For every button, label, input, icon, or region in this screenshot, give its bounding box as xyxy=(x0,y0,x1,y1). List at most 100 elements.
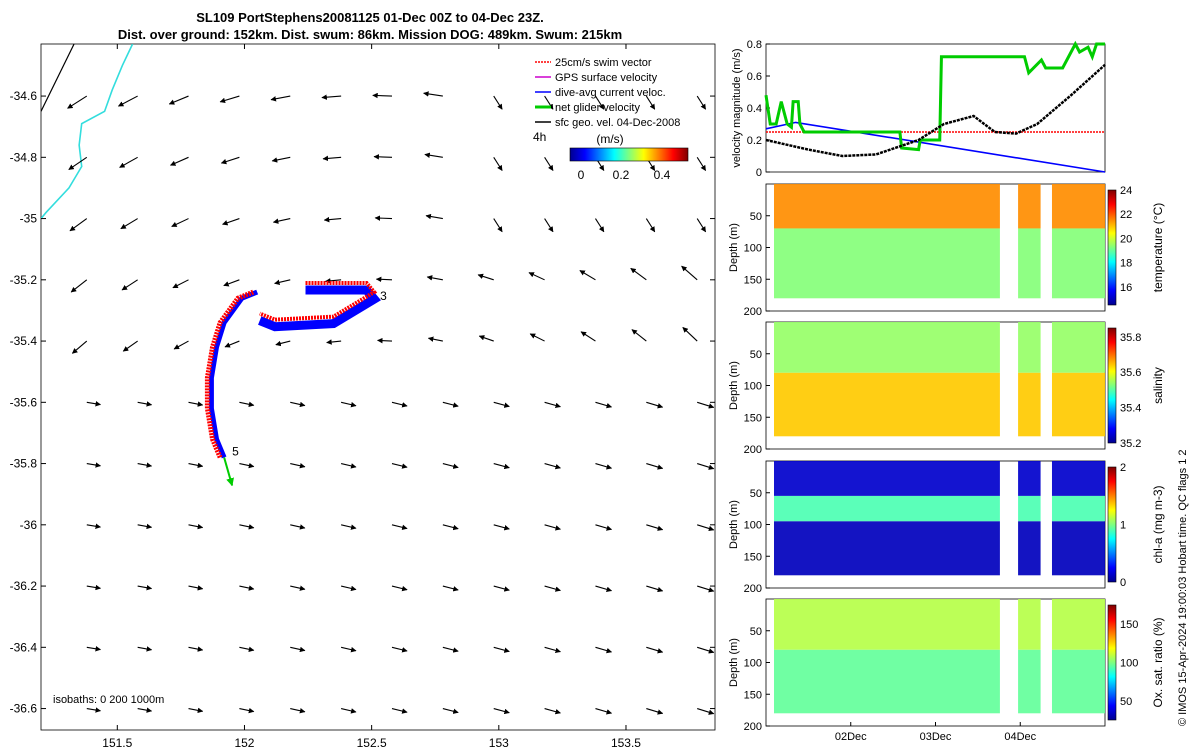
geo-velocity-arrow xyxy=(86,401,101,407)
profile-layer xyxy=(1051,461,1105,496)
map-y-tick-label: -35.4 xyxy=(10,334,38,348)
geo-velocity-arrow xyxy=(595,524,613,531)
geo-velocity-arrow xyxy=(322,155,342,162)
geo-velocity-arrow xyxy=(117,95,138,107)
profile-layer xyxy=(1018,521,1041,576)
geo-velocity-arrow xyxy=(86,707,101,713)
profile-layer xyxy=(774,461,1000,496)
map-x-tick-label: 152.5 xyxy=(357,736,387,750)
profile-layer xyxy=(774,372,1000,437)
geo-velocity-arrow xyxy=(697,401,715,409)
geo-velocity-field xyxy=(67,91,715,715)
geo-velocity-arrow xyxy=(137,707,153,713)
geo-velocity-arrow xyxy=(595,463,613,470)
map-y-tick-label: -35.8 xyxy=(10,457,38,471)
geo-velocity-arrow xyxy=(86,584,101,591)
geo-velocity-arrow xyxy=(646,708,664,715)
geo-velocity-arrow xyxy=(372,92,393,99)
velocity-y-tick-label: 0.6 xyxy=(747,71,762,83)
geo-velocity-arrow xyxy=(290,646,306,653)
geo-velocity-arrow xyxy=(173,340,189,350)
geo-velocity-arrow xyxy=(137,584,153,591)
geo-velocity-arrow xyxy=(528,272,545,281)
profile-y-label: Depth (m) xyxy=(728,638,740,687)
geo-velocity-arrow xyxy=(275,340,291,347)
geo-velocity-arrow xyxy=(239,524,255,530)
map-y-tick-label: -36 xyxy=(20,518,38,532)
map-x-tick-label: 153 xyxy=(489,736,509,750)
track-label-5: 5 xyxy=(232,444,239,458)
profile-layer xyxy=(1018,322,1041,373)
geo-velocity-arrow xyxy=(377,337,393,344)
geo-velocity-arrow xyxy=(171,218,189,228)
map-panel: 35 151.5 152 152.5 153 153.5-34.6-34.8-35-35… xyxy=(10,43,716,750)
geo-velocity-arrow xyxy=(188,401,204,407)
geo-velocity-arrow xyxy=(340,585,357,592)
geo-velocity-arrow xyxy=(544,401,561,409)
profile-colorbar xyxy=(1107,604,1117,721)
current-loop-band xyxy=(258,285,381,332)
profile-layer xyxy=(774,649,1000,714)
geo-velocity-arrow xyxy=(544,95,554,110)
track-label-3: 3 xyxy=(380,289,387,303)
geo-velocity-arrow xyxy=(239,707,255,714)
geo-velocity-arrow xyxy=(544,708,561,715)
geo-velocity-arrow xyxy=(188,462,204,469)
legend-item-label: dive-avg current veloc. xyxy=(555,87,666,99)
profile-y-tick-label: 200 xyxy=(744,721,762,733)
profile-colorbar-tick: 50 xyxy=(1120,696,1132,708)
profile-colorbar-tick: 35.6 xyxy=(1120,367,1141,379)
geo-velocity-arrow xyxy=(423,91,443,97)
colorbar-tick-1: 0.2 xyxy=(613,168,630,182)
profile-layer xyxy=(1051,322,1105,373)
profile-y-label: Depth (m) xyxy=(728,361,740,410)
geo-velocity-arrow xyxy=(121,279,138,291)
map-y-tick-label: -34.8 xyxy=(10,150,38,164)
profile-y-tick-label: 100 xyxy=(744,520,762,532)
map-y-tick-label: -36.6 xyxy=(10,702,38,716)
geo-velocity-arrow xyxy=(646,401,664,409)
geo-velocity-arrow xyxy=(373,154,393,160)
velocity-y-label: velocity magnitude (m/s) xyxy=(731,48,743,167)
profile-layer xyxy=(1018,461,1041,496)
velocity-series-line xyxy=(765,121,1106,173)
colorbar-label: (m/s) xyxy=(596,132,623,146)
geo-velocity-arrow xyxy=(290,524,306,530)
profile-panels: 0 0.2 0.4 0.6 0.8 velocity magnitude (m/s) 50 1… xyxy=(728,39,1165,743)
geo-velocity-arrow xyxy=(697,646,715,654)
profile-colorbar-tick: 0 xyxy=(1120,577,1126,589)
geo-velocity-arrow xyxy=(697,585,715,593)
geo-velocity-arrow xyxy=(120,218,138,230)
legend-scale-label: 4h xyxy=(533,130,546,144)
geo-velocity-arrow xyxy=(239,585,255,591)
profile-y-tick-label: 100 xyxy=(744,658,762,670)
colorbar-tick-2: 0.4 xyxy=(654,168,671,182)
geo-velocity-arrow xyxy=(188,523,204,530)
geo-velocity-arrow xyxy=(290,401,306,408)
profile-colorbar-tick: 35.8 xyxy=(1120,332,1141,344)
geo-velocity-arrow xyxy=(68,156,88,171)
profile-panel-1: 50 100 150 200 Depth (m) 16 18 20 22 24 temperatur… xyxy=(728,183,1165,318)
geo-velocity-arrow xyxy=(172,279,189,289)
legend-item-label: net glider velocity xyxy=(555,102,640,114)
geo-velocity-arrow xyxy=(391,585,408,592)
geo-velocity-arrow xyxy=(425,213,443,220)
profile-colorbar-tick: 24 xyxy=(1120,185,1132,197)
velocity-y-tick-label: 0.8 xyxy=(747,39,762,51)
geo-velocity-arrow xyxy=(646,646,664,654)
map-y-tick-label: -36.4 xyxy=(10,640,38,654)
profile-layer xyxy=(1051,228,1105,299)
geo-velocity-arrow xyxy=(697,708,715,715)
profile-layer xyxy=(1018,649,1041,714)
profile-y-tick-label: 100 xyxy=(744,381,762,393)
geo-velocity-arrow xyxy=(595,585,613,592)
geo-velocity-arrow xyxy=(477,273,494,281)
profile-colorbar-tick: 35.2 xyxy=(1120,438,1141,450)
geo-velocity-arrow xyxy=(86,646,101,652)
profile-colorbar-label: Ox. sat. ratio (%) xyxy=(1151,617,1165,707)
profile-colorbar xyxy=(1107,327,1117,444)
geo-velocity-arrow xyxy=(442,524,459,531)
geo-velocity-arrow xyxy=(645,218,656,233)
geo-velocity-arrow xyxy=(442,646,459,653)
